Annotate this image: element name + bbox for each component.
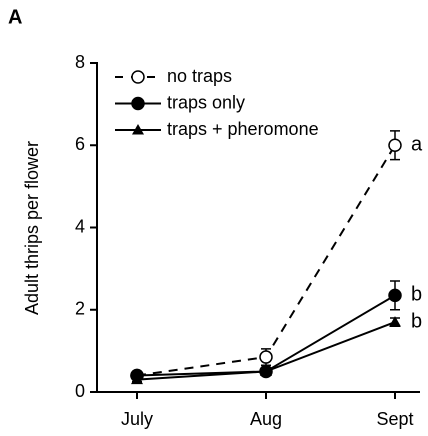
legend-label: traps + pheromone [167,119,319,139]
y-axis-label: Adult thrips per flower [22,141,42,315]
annotation: b [411,310,422,332]
marker [388,138,402,152]
marker [132,124,144,135]
legend-label: no traps [167,66,232,86]
marker [388,288,402,303]
y-tick-label: 0 [75,381,85,401]
marker [389,316,401,327]
annotation: a [411,134,423,156]
marker [260,365,272,376]
series-line [136,144,396,377]
y-tick-label: 4 [75,216,85,236]
marker [131,70,145,84]
y-tick-label: 8 [75,52,85,72]
x-tick-label: July [121,409,153,429]
y-tick-label: 6 [75,134,85,154]
marker [131,96,145,111]
marker [259,350,273,364]
x-tick-label: Sept [376,409,413,429]
y-tick-label: 2 [75,299,85,319]
panel-label: A [8,6,22,28]
x-tick-label: Aug [250,409,282,429]
annotation: b [411,284,422,306]
legend-label: traps only [167,92,245,112]
marker [131,373,143,385]
